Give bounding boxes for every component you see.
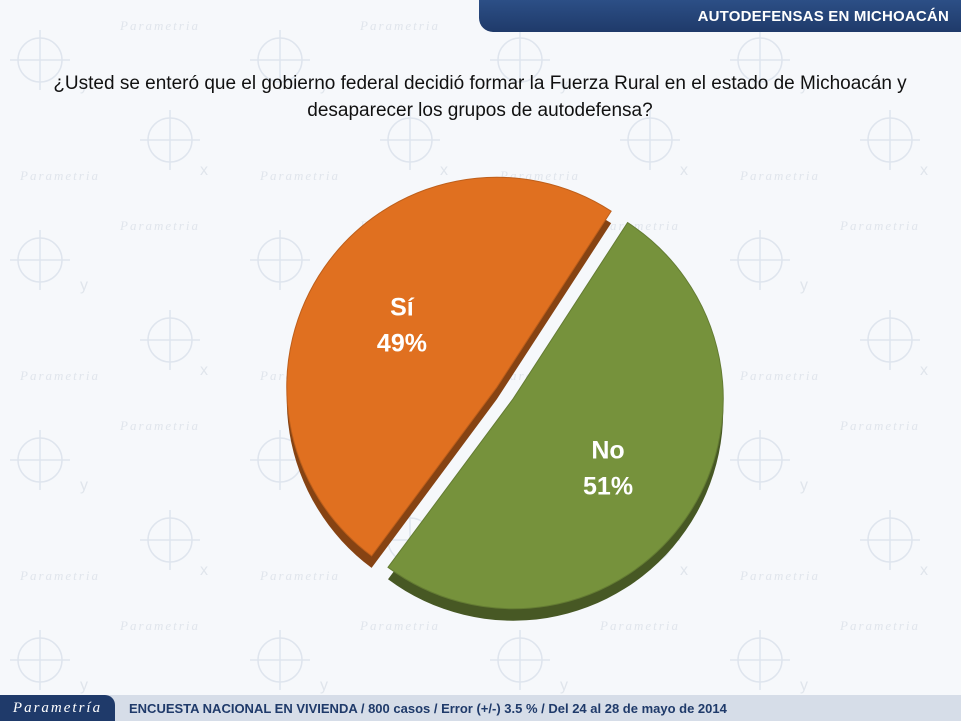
slice-value-no: 51%: [583, 473, 633, 501]
header-title: AUTODEFENSAS EN MICHOACÁN: [697, 7, 949, 25]
slice-label-no: No: [591, 437, 624, 465]
footer-logo: Parametría: [0, 695, 115, 721]
slice-label-si: Sí: [390, 293, 415, 321]
pie-slice-no: [387, 221, 724, 610]
slice-value-si: 49%: [377, 329, 427, 357]
footer-bar: Parametría ENCUESTA NACIONAL EN VIVIENDA…: [0, 695, 961, 721]
pie-slice-si: [286, 176, 612, 557]
footer-note: ENCUESTA NACIONAL EN VIVIENDA / 800 caso…: [129, 700, 727, 716]
header-band: AUTODEFENSAS EN MICHOACÁN: [479, 0, 961, 32]
survey-question: ¿Usted se enteró que el gobierno federal…: [53, 73, 907, 121]
